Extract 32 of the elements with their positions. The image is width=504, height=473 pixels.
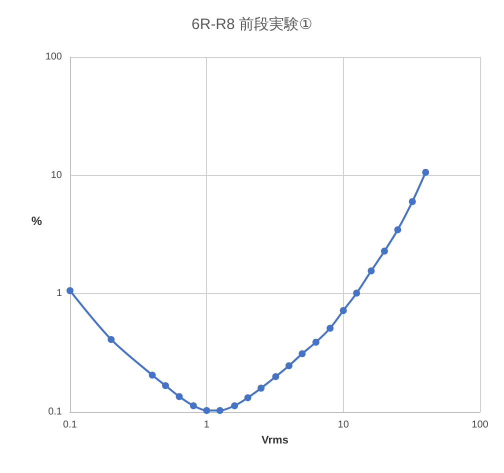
y-tick-label: 10: [50, 170, 62, 181]
chart-title: 6R-R8 前段実験①: [192, 16, 312, 33]
point: [340, 307, 347, 314]
point: [394, 226, 402, 234]
x-axis-title: Vrms: [262, 434, 288, 446]
point: [162, 382, 170, 390]
point: [368, 267, 375, 274]
y-tick-label: 0.1: [48, 406, 62, 418]
x-tick-label: 100: [472, 420, 489, 430]
point: [190, 402, 197, 410]
point: [422, 168, 430, 176]
point: [258, 384, 265, 392]
point: [285, 362, 292, 370]
point: [176, 393, 183, 400]
point: [231, 402, 238, 410]
point: [353, 290, 360, 297]
point: [408, 198, 416, 206]
point: [298, 350, 306, 358]
x-tick-label: 0.1: [63, 420, 78, 430]
x-tick-label: 1: [204, 420, 210, 430]
point: [203, 406, 210, 414]
point: [272, 373, 280, 380]
y-tick-label: 100: [45, 52, 62, 62]
y-tick-label: 1: [56, 288, 62, 300]
point: [148, 372, 156, 379]
y-axis-title: %: [31, 214, 42, 228]
x-tick-label: 10: [338, 420, 350, 430]
point: [326, 324, 334, 332]
point: [380, 248, 388, 255]
point: [312, 338, 320, 346]
point: [216, 406, 224, 414]
point: [244, 394, 252, 402]
